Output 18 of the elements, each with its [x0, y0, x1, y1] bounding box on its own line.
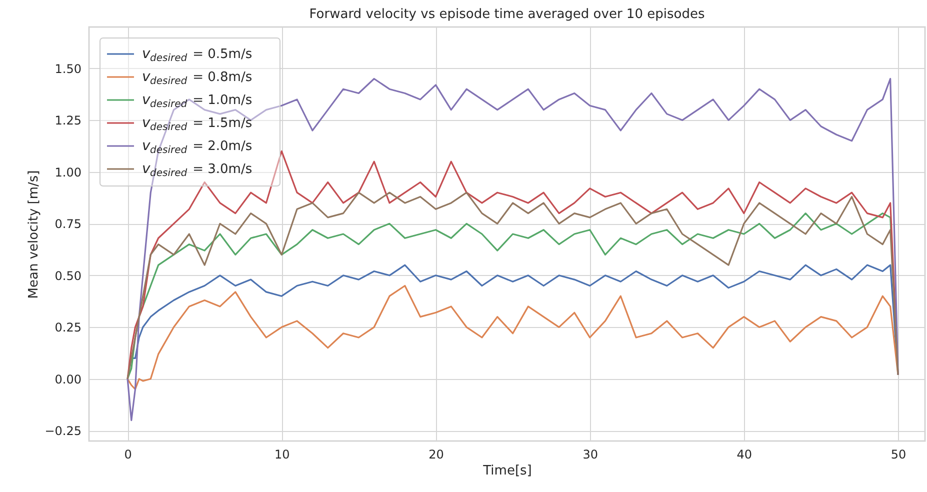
x-tick-label: 50 — [890, 448, 906, 462]
x-tick-label: 40 — [736, 448, 752, 462]
y-tick-label: 1.00 — [54, 165, 82, 180]
chart-title: Forward velocity vs episode time averaged over 10 episodes — [309, 7, 705, 22]
y-tick-label: −0.25 — [44, 424, 82, 438]
x-tick-label: 20 — [428, 448, 444, 462]
x-tick-label: 10 — [274, 448, 290, 462]
y-tick-label: 1.50 — [54, 62, 82, 76]
y-tick-label: 1.25 — [54, 114, 82, 128]
y-tick-label: 0.00 — [54, 372, 82, 386]
x-tick-label: 0 — [124, 448, 132, 462]
y-axis-title: Mean velocity [m/s] — [26, 170, 42, 299]
x-tick-label: 30 — [582, 448, 598, 462]
y-tick-label: 0.50 — [54, 268, 82, 283]
y-tick-label: 0.75 — [54, 217, 82, 232]
x-axis-title: Time[s] — [482, 464, 532, 478]
y-tick-label: 0.25 — [54, 320, 82, 335]
line-series — [126, 284, 899, 390]
